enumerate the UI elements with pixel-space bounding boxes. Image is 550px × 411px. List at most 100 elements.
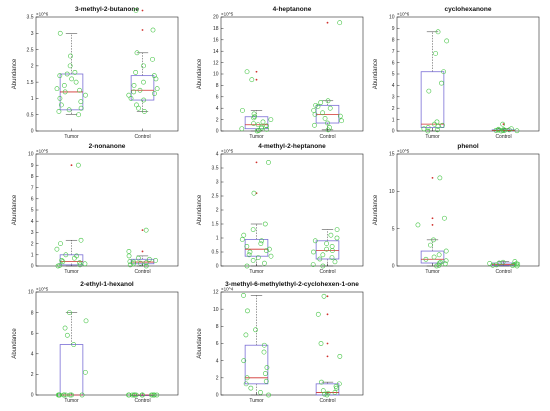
- data-point: [332, 259, 338, 265]
- data-point: [78, 99, 84, 105]
- data-point: [63, 252, 69, 258]
- data-point: [425, 128, 431, 134]
- outlier-marker: [431, 224, 434, 226]
- data-point: [243, 332, 249, 338]
- data-point: [337, 353, 343, 359]
- data-point: [260, 119, 266, 125]
- y-axis-label: Abundance: [12, 194, 18, 225]
- data-point: [435, 29, 441, 35]
- data-point: [149, 392, 154, 398]
- data-point: [64, 71, 70, 77]
- data-point: [324, 246, 329, 252]
- data-point: [313, 102, 319, 108]
- data-point: [428, 242, 433, 248]
- data-point: [64, 332, 70, 338]
- data-point: [77, 260, 83, 266]
- x-tick-label: Tumor: [425, 134, 440, 140]
- data-point: [325, 120, 330, 126]
- y-tick-label: 2: [216, 376, 219, 382]
- chart-title: phenol: [457, 143, 478, 150]
- data-point: [415, 222, 421, 228]
- data-point: [131, 83, 137, 88]
- data-point: [77, 262, 83, 268]
- outlier-marker: [141, 250, 144, 253]
- y-tick-label: 0: [216, 264, 219, 270]
- data-point: [126, 249, 132, 254]
- data-point: [444, 38, 450, 44]
- data-point: [434, 127, 440, 133]
- data-point: [438, 259, 444, 265]
- y-tick-label: 14: [213, 49, 219, 55]
- y-axis-label: Abundance: [373, 194, 379, 225]
- outlier-marker: [141, 229, 144, 232]
- data-point: [58, 241, 63, 246]
- data-point: [79, 392, 85, 398]
- data-point: [263, 378, 269, 384]
- box-iqr: [420, 71, 445, 128]
- data-point: [54, 86, 60, 92]
- chart-panel: 2-nonanone Abundance ×10^5 0 1 2 3 4 5 6 7 8 9 10 Tumo…: [12, 143, 179, 275]
- y-axis-multiplier: ×10^4: [221, 287, 234, 292]
- y-axis-multiplier: ×10^5: [36, 149, 49, 154]
- data-point: [82, 369, 88, 375]
- y-tick-label: 5: [31, 208, 34, 214]
- axes-frame: [35, 16, 179, 132]
- data-point: [72, 69, 78, 75]
- data-point: [131, 259, 137, 265]
- data-point: [318, 100, 324, 105]
- y-tick-label: 8: [31, 310, 34, 316]
- data-point: [153, 257, 158, 263]
- data-point: [328, 232, 334, 238]
- data-point: [137, 260, 143, 266]
- data-point: [319, 379, 324, 385]
- data-point: [57, 30, 63, 36]
- axes-frame: [220, 291, 364, 396]
- data-point: [334, 235, 340, 241]
- data-point: [500, 259, 506, 265]
- y-tick-label: 7: [392, 49, 395, 55]
- data-point: [153, 76, 159, 82]
- data-point: [60, 259, 66, 264]
- y-tick-label: 1: [31, 253, 34, 259]
- data-point: [154, 86, 160, 92]
- x-tick-label: Tumor: [425, 269, 440, 275]
- y-tick-label: 0.5: [27, 112, 34, 118]
- data-point: [322, 391, 327, 397]
- data-point: [261, 342, 267, 348]
- data-point: [143, 227, 149, 233]
- data-point: [143, 260, 149, 266]
- data-point: [264, 123, 269, 129]
- outlier-marker: [326, 21, 329, 24]
- data-point: [74, 253, 80, 259]
- y-tick-label: 4: [392, 83, 395, 89]
- data-point: [508, 126, 514, 132]
- chart-panel: 4-methyl-2-heptanone Abundance ×10^5 0 0.5 1 1…: [197, 143, 364, 275]
- data-point: [266, 246, 272, 252]
- y-tick-label: 6: [31, 331, 34, 337]
- data-point: [332, 390, 338, 395]
- x-tick-label: Control: [319, 134, 335, 140]
- y-tick-label: 1: [216, 236, 219, 242]
- y-tick-label: 4: [31, 352, 34, 358]
- data-point: [245, 308, 250, 314]
- data-point: [76, 112, 81, 118]
- x-tick-label: Tumor: [64, 269, 79, 275]
- y-tick-label: 12: [213, 60, 219, 66]
- data-point: [59, 257, 65, 263]
- data-point: [268, 117, 274, 122]
- chart-title: 4-methyl-2-heptanone: [258, 143, 326, 150]
- data-point: [251, 121, 256, 126]
- axes-frame: [220, 16, 364, 132]
- y-tick-label: 6: [392, 60, 395, 66]
- outlier-marker: [431, 176, 434, 179]
- data-point: [240, 108, 245, 113]
- x-tick-label: Control: [134, 269, 150, 275]
- data-point: [134, 102, 139, 108]
- data-point: [336, 381, 342, 387]
- data-point: [493, 128, 499, 133]
- chart-panel: 3-methyl-6-methylethyl-2-cyclohexen-1-on…: [197, 281, 364, 404]
- y-axis-multiplier: ×10^6: [397, 12, 410, 17]
- chart-panel: cyclohexanone Abundance ×10^6 0 1 2 3 4 5 6 7 8 9 10 T…: [373, 6, 540, 140]
- data-point: [431, 237, 436, 243]
- data-point: [77, 87, 82, 93]
